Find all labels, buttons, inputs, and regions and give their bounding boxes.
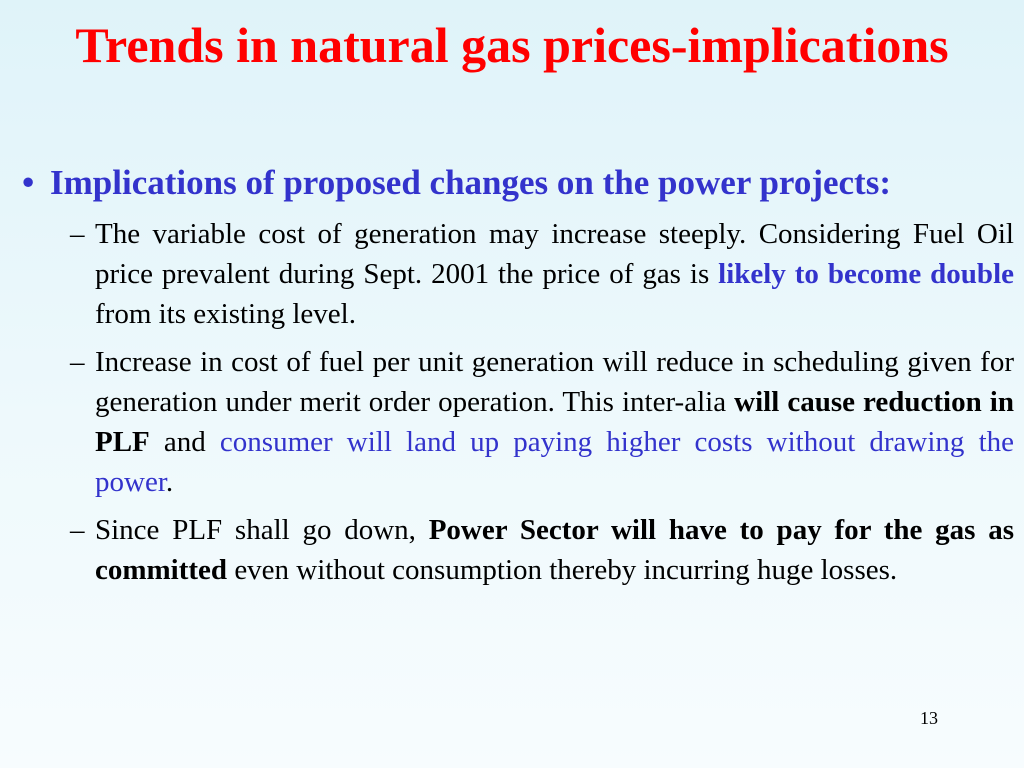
slide-number: 13 [920, 708, 938, 728]
sub-bullet-2-emphasis-blue: consumer will land up paying higher cost… [95, 426, 1014, 498]
dash-marker: – [70, 346, 85, 378]
sub-bullet-1-text-after: from its existing level. [95, 298, 356, 330]
sub-bullet-2-text-middle: and [149, 426, 220, 458]
sub-bullet-1-emphasis: likely to become double [718, 258, 1014, 290]
sub-bullet-2: – Increase in cost of fuel per unit gene… [70, 342, 1014, 502]
sub-bullet-2-emphasis-bold: will cause reduction in PLF [95, 386, 1014, 458]
sub-bullet-3-text-before: Since PLF shall go down, [95, 514, 429, 546]
sub-bullet-1: – The variable cost of generation may in… [70, 214, 1014, 334]
sub-bullet-3: – Since PLF shall go down, Power Sector … [70, 510, 1014, 590]
dash-marker: – [70, 514, 85, 546]
main-bullet: • Implications of proposed changes on th… [22, 162, 1014, 204]
slide-title: Trends in natural gas prices-implication… [75, 17, 949, 73]
sub-bullet-1-text-before: The variable cost of generation may incr… [95, 218, 1014, 290]
bullet-marker: • [22, 163, 35, 202]
sub-bullet-3-emphasis-bold: Power Sector will have to pay for the ga… [95, 514, 1014, 586]
sub-bullet-2-text-before: Increase in cost of fuel per unit genera… [95, 346, 1014, 418]
sub-bullet-3-text-after: even without consumption thereby incurri… [227, 554, 898, 586]
sub-bullet-2-text-after: . [165, 466, 174, 498]
main-bullet-text: Implications of proposed changes on the … [50, 163, 891, 202]
dash-marker: – [70, 218, 85, 250]
slide-content: • Implications of proposed changes on th… [22, 162, 1014, 598]
